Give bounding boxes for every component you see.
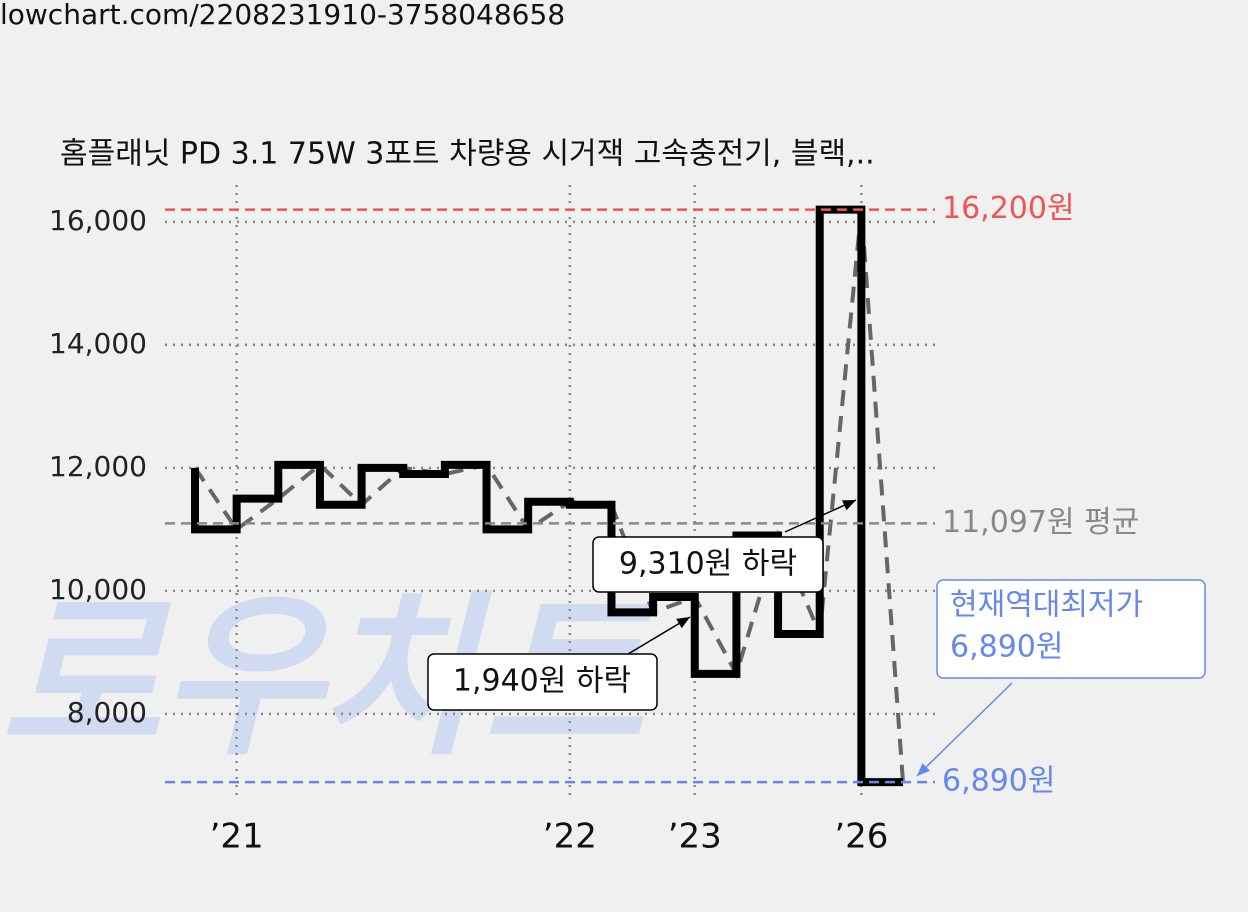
annotation-box [592,536,824,593]
reference-label: 16,200원 [942,191,1075,226]
annotation-text: 6,890원 [950,630,1063,665]
annotation-text: 9,310원 하락 [619,547,797,582]
x-tick-label: ’21 [210,817,264,857]
x-tick-label: ’23 [668,817,722,857]
source-url: lowchart.com/2208231910-3758048658 [0,0,565,31]
reference-label: 6,890원 [942,764,1055,799]
y-tick-label: 14,000 [49,327,147,360]
chart-title: 홈플래닛 PD 3.1 75W 3포트 차량용 시거잭 고속충전기, 블랙,.. [60,137,875,172]
annotation-text: 1,940원 하락 [453,664,631,699]
annotation-arrow [916,682,1013,777]
trend-line [193,209,905,783]
y-tick-label: 12,000 [49,450,147,483]
annotation-arrow [784,499,857,533]
x-tick-label: ’22 [543,817,597,857]
y-tick-label: 8,000 [67,696,147,729]
arrow-head [917,763,931,776]
annotation-box [936,579,1206,679]
y-tick-label: 16,000 [49,204,147,237]
x-tick-label: ’26 [834,817,888,857]
annotation-text: 현재역대최저가 [950,588,1143,623]
arrow-head [842,500,856,511]
reference-label: 11,097원 평균 [942,505,1139,540]
arrow-head [676,617,690,629]
annotation-box [427,653,658,711]
y-tick-label: 10,000 [49,573,147,606]
